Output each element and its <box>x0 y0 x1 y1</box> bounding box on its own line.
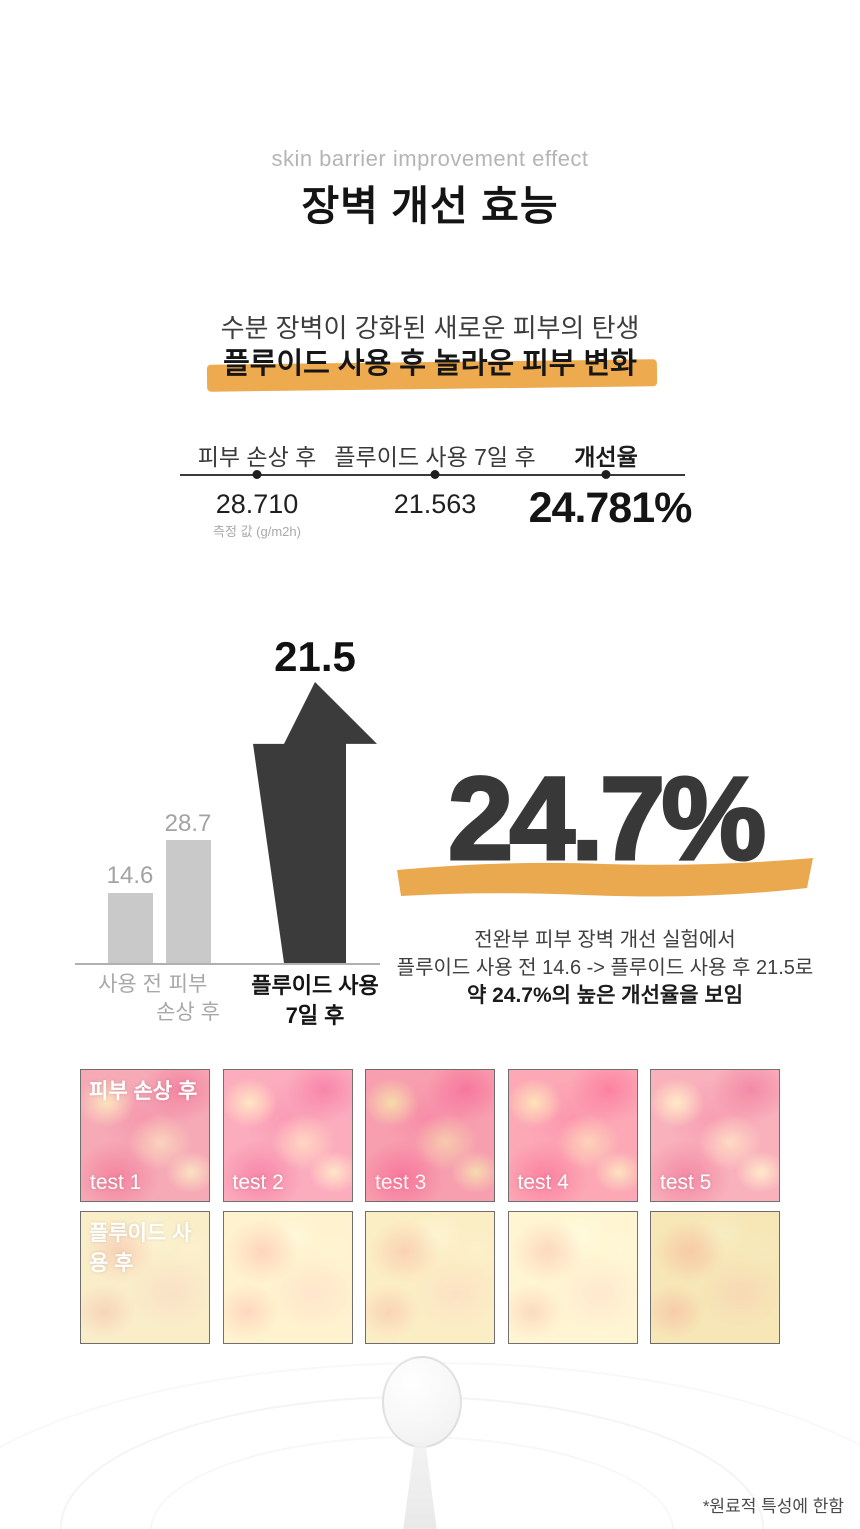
stat-col1-label: 피부 손상 후 <box>197 444 317 470</box>
row2-overlay-label: 플루이드 사용 후 <box>89 1222 192 1275</box>
divider-dot <box>252 470 262 479</box>
big-percent-value: 24.7% <box>446 753 768 885</box>
orange-brush-stroke <box>397 858 813 897</box>
chart-description: 전완부 피부 장벽 개선 실험에서 플루이드 사용 전 14.6 -> 플루이드… <box>365 927 845 1011</box>
stat-col3-value: 24.781% <box>528 484 693 532</box>
test-image: test 5 <box>650 1069 780 1202</box>
stat-col3-label: 개선율 <box>574 444 638 470</box>
test-image-grid: 피부 손상 후 test 1 test 2 test 3 test 4 test… <box>80 1069 780 1344</box>
up-arrow-icon <box>253 682 377 963</box>
x-label-line: 플루이드 사용 <box>251 973 379 998</box>
improvement-chart: 21.5 14.6 28.7 사용 전 피부 손상 후 플루이드 사용 7일 후… <box>0 630 860 1050</box>
row1-overlay-label: 피부 손상 후 <box>89 1080 198 1103</box>
intro-line2: 플루이드 사용 후 놀라운 피부 변화 <box>0 340 860 382</box>
page-title: 장벽 개선 효능 <box>301 183 559 229</box>
test-label: test 2 <box>232 1171 284 1194</box>
test-image <box>650 1211 780 1344</box>
bar-after-damage <box>166 840 211 963</box>
x-label-line: 7일 후 <box>285 1002 345 1028</box>
arrow-value-label: 21.5 <box>274 633 356 680</box>
test-image <box>222 1211 353 1344</box>
stat-col1-value: 28.710 <box>215 489 299 519</box>
x-label-line: 사용 전 <box>98 973 162 996</box>
test-image: test 3 <box>365 1069 495 1202</box>
intro-line1: 수분 장벽이 강화된 새로운 피부의 탄생 <box>220 313 640 343</box>
footnote: *원료적 특성에 한함 <box>702 1497 844 1516</box>
stat-col2-label: 플루이드 사용 7일 후 <box>334 444 536 470</box>
test-image <box>507 1211 638 1344</box>
test-label: test 1 <box>90 1171 142 1194</box>
description-line-bold: 약 24.7%의 높은 개선율을 보임 <box>466 984 744 1008</box>
x-label-line: 피부 <box>168 973 208 996</box>
subtitle-english: skin barrier improvement effect <box>271 146 589 171</box>
test-image: 피부 손상 후 test 1 <box>80 1069 210 1202</box>
bar1-value-label: 14.6 <box>106 862 154 889</box>
description-line: 전완부 피부 장벽 개선 실험에서 <box>474 929 736 951</box>
bar2-value-label: 28.7 <box>164 810 212 837</box>
x-label-before: 사용 전 <box>98 971 162 999</box>
x-label-damaged: 피부 손상 후 <box>156 971 220 1028</box>
x-axis-line <box>75 963 380 965</box>
description-line: 플루이드 사용 전 14.6 -> 플루이드 사용 후 21.5로 <box>396 956 814 979</box>
x-label-fluid: 플루이드 사용 7일 후 <box>251 971 379 1030</box>
test-label: test 3 <box>375 1171 427 1194</box>
divider-dot <box>430 470 440 479</box>
stat-col2-value: 21.563 <box>393 489 477 519</box>
water-drop-icon <box>382 1356 462 1448</box>
test-label: test 5 <box>660 1171 712 1194</box>
divider-dot <box>601 470 611 479</box>
x-label-line: 손상 후 <box>156 1001 220 1025</box>
test-image: 플루이드 사용 후 <box>80 1211 210 1344</box>
bar-before-use <box>108 893 153 963</box>
highlighted-text: 플루이드 사용 후 놀라운 피부 변화 <box>217 340 643 382</box>
test-label: test 4 <box>517 1171 569 1194</box>
test-image: test 2 <box>222 1069 353 1202</box>
test-image: test 4 <box>507 1069 638 1202</box>
stat-col1-unit: 측정 값 (g/m2h) <box>213 524 301 539</box>
test-image <box>365 1211 495 1344</box>
